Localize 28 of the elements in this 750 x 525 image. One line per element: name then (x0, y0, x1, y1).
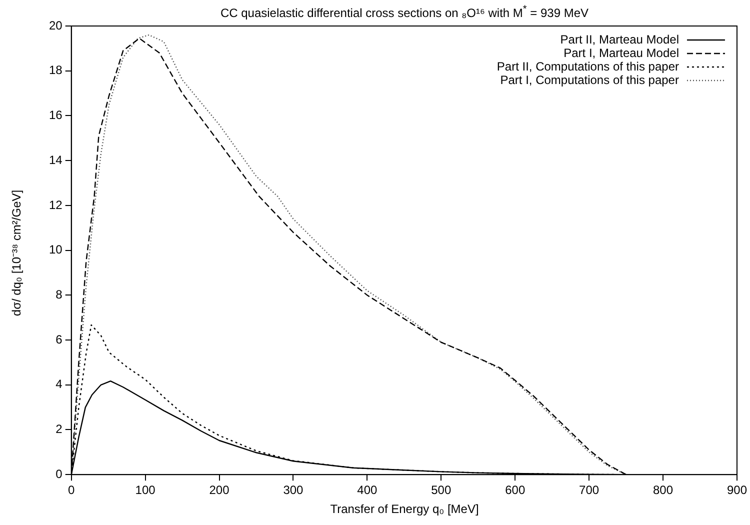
y-tick-label: 20 (48, 18, 63, 32)
x-tick-label: 300 (283, 483, 304, 498)
x-tick-label: 0 (68, 483, 76, 498)
x-tick-label: 900 (726, 483, 748, 498)
x-tick-label: 700 (579, 483, 600, 498)
y-tick-label: 16 (48, 108, 63, 122)
y-tick-label: 12 (48, 198, 63, 212)
y-tick-label: 8 (56, 287, 63, 302)
y-tick-label: 18 (48, 63, 63, 78)
y-tick-label: 2 (56, 422, 63, 436)
x-tick-label: 800 (653, 483, 674, 498)
x-tick-label: 600 (505, 483, 526, 498)
y-axis-title: dσ/ dq₀ [10⁻³⁸ cm²/GeV] (8, 190, 24, 316)
x-tick-label: 100 (135, 483, 156, 498)
y-tick-label: 10 (48, 242, 63, 257)
y-tick-label: 0 (56, 466, 63, 481)
x-tick-label: 200 (209, 483, 230, 498)
x-axis-title: Transfer of Energy q₀ [MeV] (329, 502, 480, 516)
y-tick-label: 14 (48, 152, 63, 167)
legend-label: Part I, Computations of this paper (500, 72, 679, 87)
legend-label: Part II, Marteau Model (560, 32, 679, 46)
legend-label: Part II, Computations of this paper (496, 59, 679, 74)
x-tick-label: 500 (431, 483, 452, 498)
y-tick-label: 4 (56, 377, 63, 392)
y-tick-label: 6 (56, 332, 63, 346)
x-tick-label: 400 (357, 483, 378, 498)
legend-label: Part I, Marteau Model (564, 46, 679, 60)
chart-title: CC quasielastic differential cross sections on ₈O¹⁶ with M$^{*}$ = 939 MeV (219, 4, 590, 20)
